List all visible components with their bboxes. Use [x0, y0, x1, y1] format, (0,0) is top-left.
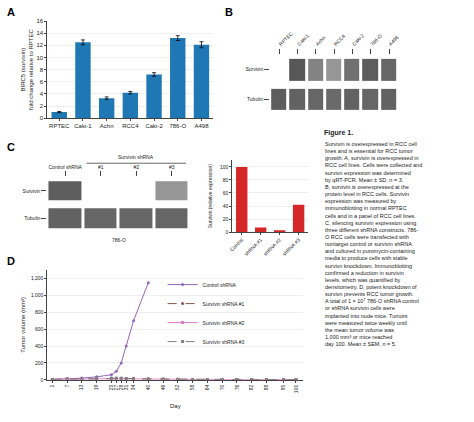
- svg-text:7: 7: [64, 385, 70, 388]
- svg-text:52: 52: [174, 385, 180, 391]
- svg-text:100: 100: [220, 164, 229, 170]
- svg-text:Caki-2: Caki-2: [351, 32, 366, 47]
- svg-text:Tumor volume (mm³): Tumor volume (mm³): [20, 297, 26, 353]
- svg-text:Survivin (relative expression): Survivin (relative expression): [207, 164, 213, 229]
- svg-text:Survivin: Survivin: [23, 188, 41, 194]
- svg-text:Achn: Achn: [314, 34, 326, 46]
- svg-text:RPTEC: RPTEC: [278, 30, 295, 47]
- svg-text:C: C: [7, 141, 15, 153]
- svg-text:Survivin shRNA #2: Survivin shRNA #2: [203, 320, 245, 326]
- svg-text:Control shRNA: Control shRNA: [49, 164, 83, 170]
- svg-text:Survivin shRNA #3: Survivin shRNA #3: [203, 339, 245, 345]
- svg-text:#3: #3: [169, 164, 175, 170]
- svg-text:100: 100: [293, 385, 299, 394]
- svg-text:Control: Control: [229, 237, 245, 253]
- svg-text:Figure 1.: Figure 1.: [324, 129, 353, 137]
- svg-text:6: 6: [40, 79, 44, 85]
- svg-text:Survivin shRNA: Survivin shRNA: [118, 154, 154, 160]
- svg-text:400: 400: [35, 343, 44, 349]
- svg-text:14: 14: [37, 30, 44, 36]
- svg-text:40: 40: [145, 385, 151, 391]
- svg-text:70: 70: [219, 385, 225, 391]
- svg-text:shRNA #1: shRNA #1: [243, 237, 263, 257]
- svg-text:RCC4: RCC4: [122, 123, 139, 129]
- svg-text:#2: #2: [133, 164, 139, 170]
- svg-text:20: 20: [223, 216, 229, 222]
- svg-text:19: 19: [93, 385, 99, 391]
- svg-text:786-O: 786-O: [369, 33, 383, 47]
- svg-text:Control shRNA: Control shRNA: [203, 282, 237, 288]
- svg-text:1,200: 1,200: [31, 275, 44, 281]
- svg-text:76: 76: [234, 385, 240, 391]
- svg-text:12: 12: [37, 42, 44, 48]
- svg-text:Caki-1: Caki-1: [296, 32, 311, 47]
- svg-text:RCC4: RCC4: [332, 33, 346, 47]
- svg-text:10: 10: [37, 55, 44, 61]
- svg-text:40: 40: [223, 203, 229, 209]
- svg-text:A498: A498: [387, 34, 400, 47]
- svg-text:786-O: 786-O: [112, 237, 126, 243]
- svg-text:1,000: 1,000: [31, 292, 44, 298]
- svg-text:16: 16: [37, 18, 44, 24]
- svg-text:Survivin shRNA #1: Survivin shRNA #1: [203, 301, 245, 307]
- svg-text:shRNA #3: shRNA #3: [281, 237, 301, 257]
- svg-text:Tubulin: Tubulin: [24, 215, 40, 221]
- svg-text:Day: Day: [170, 403, 181, 409]
- svg-text:200: 200: [35, 360, 44, 366]
- svg-text:B: B: [225, 6, 233, 18]
- svg-text:786-O: 786-O: [169, 123, 186, 129]
- svg-text:46: 46: [160, 385, 166, 391]
- svg-text:Survivin: Survivin: [245, 66, 263, 72]
- svg-text:8: 8: [40, 67, 44, 73]
- svg-text:29: 29: [118, 385, 124, 391]
- svg-text:82: 82: [248, 385, 254, 391]
- svg-text:Survivin is overexpressed in R: Survivin is overexpressed in RCC celllin…: [324, 141, 422, 347]
- svg-text:800: 800: [35, 309, 44, 315]
- svg-text:88: 88: [263, 385, 269, 391]
- svg-text:0: 0: [41, 377, 44, 383]
- svg-text:58: 58: [189, 385, 195, 391]
- svg-text:95: 95: [280, 385, 286, 391]
- svg-text:RPTEC: RPTEC: [49, 123, 70, 129]
- svg-text:BIRC5 (survivin)fold change re: BIRC5 (survivin)fold change relative to …: [20, 29, 34, 110]
- svg-text:A: A: [7, 6, 15, 18]
- svg-text:600: 600: [35, 326, 44, 332]
- svg-text:2: 2: [40, 103, 44, 109]
- svg-text:34: 34: [130, 385, 136, 391]
- svg-text:Achn: Achn: [100, 123, 114, 129]
- svg-text:0: 0: [225, 229, 228, 235]
- svg-text:4: 4: [40, 91, 44, 97]
- svg-text:31: 31: [123, 385, 129, 391]
- svg-text:80: 80: [223, 177, 229, 183]
- svg-text:1: 1: [49, 385, 55, 388]
- svg-text:Caki-2: Caki-2: [145, 123, 163, 129]
- svg-text:Caki-1: Caki-1: [74, 123, 92, 129]
- svg-text:#1: #1: [98, 164, 104, 170]
- svg-text:13: 13: [78, 385, 84, 391]
- svg-text:27: 27: [113, 385, 119, 391]
- svg-text:Tubulin: Tubulin: [247, 96, 263, 102]
- svg-text:0: 0: [40, 115, 44, 121]
- svg-text:64: 64: [204, 385, 210, 391]
- svg-text:shRNA #2: shRNA #2: [262, 237, 282, 257]
- svg-text:D: D: [7, 255, 15, 267]
- svg-text:60: 60: [223, 190, 229, 196]
- svg-text:25: 25: [108, 385, 114, 391]
- svg-text:A498: A498: [194, 123, 209, 129]
